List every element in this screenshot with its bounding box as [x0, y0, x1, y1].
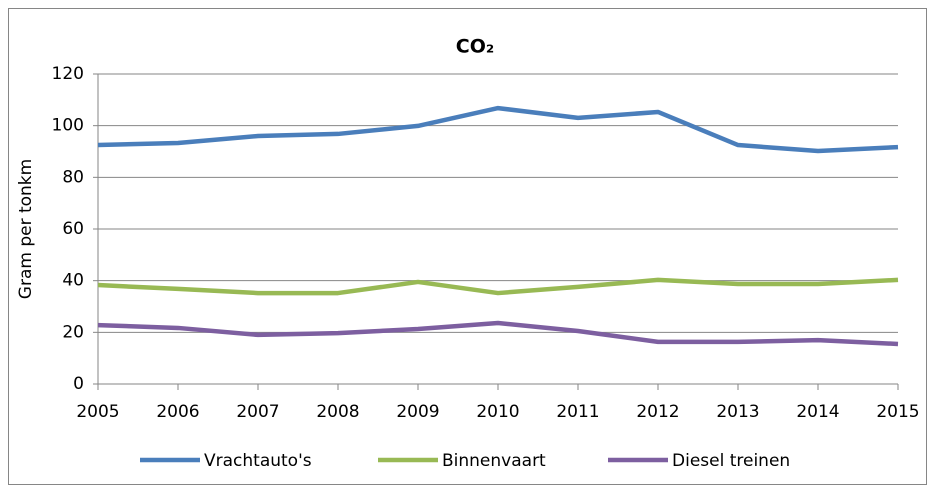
y-tick-label: 120 [52, 64, 84, 84]
series-line [97, 105, 899, 154]
series-line [97, 277, 899, 296]
legend-label: Vrachtauto's [204, 451, 312, 471]
y-axis-label: Gram per tonkm [16, 159, 36, 299]
x-tick-label: 2014 [796, 402, 839, 422]
x-tick-label: 2012 [636, 402, 679, 422]
series-line [97, 320, 899, 347]
chart-frame [8, 8, 927, 485]
x-tick-label: 2011 [556, 402, 599, 422]
y-tick-label: 20 [62, 322, 84, 342]
legend-label: Diesel treinen [672, 451, 790, 471]
y-tick-label: 100 [52, 116, 84, 136]
legend-label: Binnenvaart [442, 451, 546, 471]
x-tick-label: 2005 [76, 402, 119, 422]
chart-title: CO₂ [456, 36, 494, 58]
x-tick-label: 2010 [476, 402, 519, 422]
x-tick-label: 2007 [236, 402, 279, 422]
y-tick-label: 40 [62, 271, 84, 291]
y-tick-label: 80 [62, 167, 84, 187]
x-tick-label: 2009 [396, 402, 439, 422]
x-tick-label: 2013 [716, 402, 759, 422]
y-tick-label: 0 [73, 374, 84, 394]
y-tick-label: 60 [62, 219, 84, 239]
x-tick-label: 2006 [156, 402, 199, 422]
x-tick-label: 2008 [316, 402, 359, 422]
x-tick-label: 2015 [876, 402, 919, 422]
